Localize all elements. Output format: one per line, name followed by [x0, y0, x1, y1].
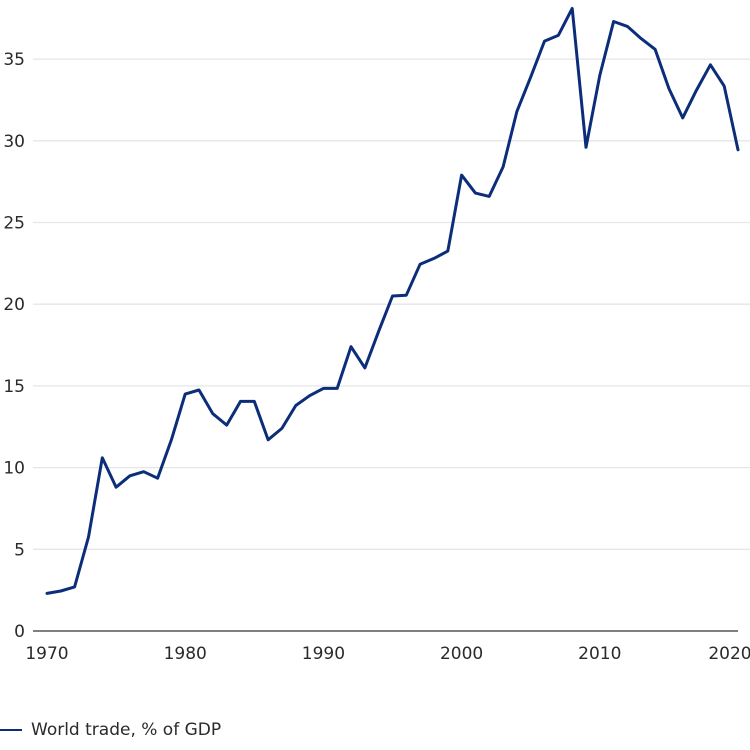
y-tick-label: 5: [14, 540, 25, 560]
y-tick-label: 30: [3, 132, 25, 152]
y-tick-label: 35: [3, 50, 25, 70]
legend-label: World trade, % of GDP: [31, 720, 222, 740]
y-tick-label: 10: [3, 459, 25, 479]
x-tick-label: 2020: [708, 644, 750, 664]
series-line-world-trade: [45, 6, 740, 595]
legend: World trade, % of GDP: [0, 716, 221, 744]
x-tick-label: 1990: [302, 644, 345, 664]
y-axis-ticks: 0 5 10 15 20 25 30 35: [3, 50, 25, 642]
y-tick-label: 20: [3, 295, 25, 315]
y-tick-label: 15: [3, 377, 25, 397]
y-tick-label: 25: [3, 214, 25, 234]
gridlines: [33, 58, 750, 550]
x-tick-label: 2000: [440, 644, 483, 664]
legend-line-icon: [0, 728, 22, 732]
y-tick-label: 0: [14, 622, 25, 642]
x-tick-label: 1970: [25, 644, 68, 664]
x-tick-label: 1980: [164, 644, 207, 664]
x-axis-ticks: 1970 1980 1990 2000 2010 2020: [25, 644, 750, 664]
x-tick-label: 2010: [578, 644, 621, 664]
